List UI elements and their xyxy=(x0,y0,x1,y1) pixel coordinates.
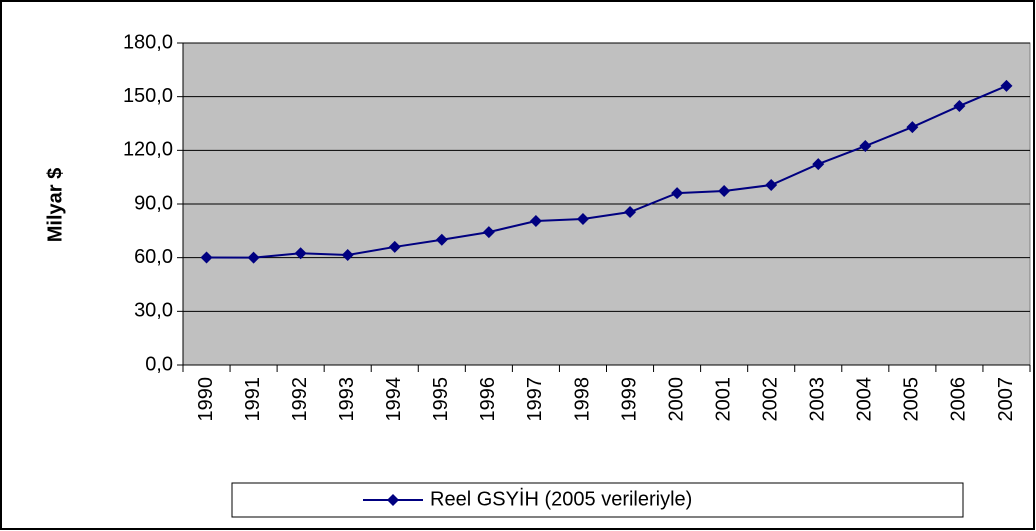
point-marker xyxy=(200,251,213,264)
x-tick-label: 1996 xyxy=(477,377,499,422)
x-tick-label: 1998 xyxy=(571,377,593,422)
point-marker xyxy=(435,233,448,246)
x-tick-label: 2000 xyxy=(665,377,687,422)
legend-marker xyxy=(387,494,399,506)
y-axis-label: Milyar $ xyxy=(44,168,66,242)
legend-label: Reel GSYİH (2005 verileriyle) xyxy=(430,487,692,510)
point-marker xyxy=(1000,79,1013,92)
y-tick-label: 180,0 xyxy=(123,31,173,53)
x-tick-label: 1993 xyxy=(336,377,358,422)
y-tick-label: 30,0 xyxy=(134,300,173,322)
y-tick-label: 60,0 xyxy=(134,246,173,268)
x-tick-label: 2001 xyxy=(712,377,734,422)
point-marker xyxy=(718,184,731,197)
x-tick-label: 1994 xyxy=(383,377,405,422)
y-tick-label: 0,0 xyxy=(145,353,173,375)
point-marker xyxy=(247,251,260,264)
x-tick-label: 2005 xyxy=(901,377,923,422)
point-marker xyxy=(576,213,589,226)
x-tick-label: 1997 xyxy=(524,377,546,422)
series-line xyxy=(206,85,1007,259)
y-tick-label: 150,0 xyxy=(123,85,173,107)
point-marker xyxy=(906,121,919,134)
x-tick-label: 2006 xyxy=(948,377,970,422)
point-marker xyxy=(529,214,542,227)
point-marker xyxy=(671,187,684,200)
x-tick-label: 2007 xyxy=(995,377,1017,422)
x-tick-label: 2003 xyxy=(807,377,829,422)
x-tick-label: 1995 xyxy=(430,377,452,422)
x-tick-label: 2002 xyxy=(759,377,781,422)
x-tick-label: 2004 xyxy=(854,377,876,422)
legend-box xyxy=(231,482,964,518)
point-marker xyxy=(388,240,401,253)
point-marker xyxy=(953,99,966,112)
point-marker xyxy=(482,226,495,239)
y-tick-label: 90,0 xyxy=(134,192,173,214)
point-marker xyxy=(765,179,778,192)
point-marker xyxy=(812,158,825,171)
x-tick-label: 1990 xyxy=(195,377,217,422)
point-marker xyxy=(341,248,354,261)
point-marker xyxy=(294,247,307,260)
point-marker xyxy=(859,140,872,153)
x-tick-label: 1992 xyxy=(289,377,311,422)
point-marker xyxy=(624,206,637,219)
x-tick-label: 1991 xyxy=(242,377,264,422)
x-tick-label: 1999 xyxy=(618,377,640,422)
y-tick-label: 120,0 xyxy=(123,139,173,161)
